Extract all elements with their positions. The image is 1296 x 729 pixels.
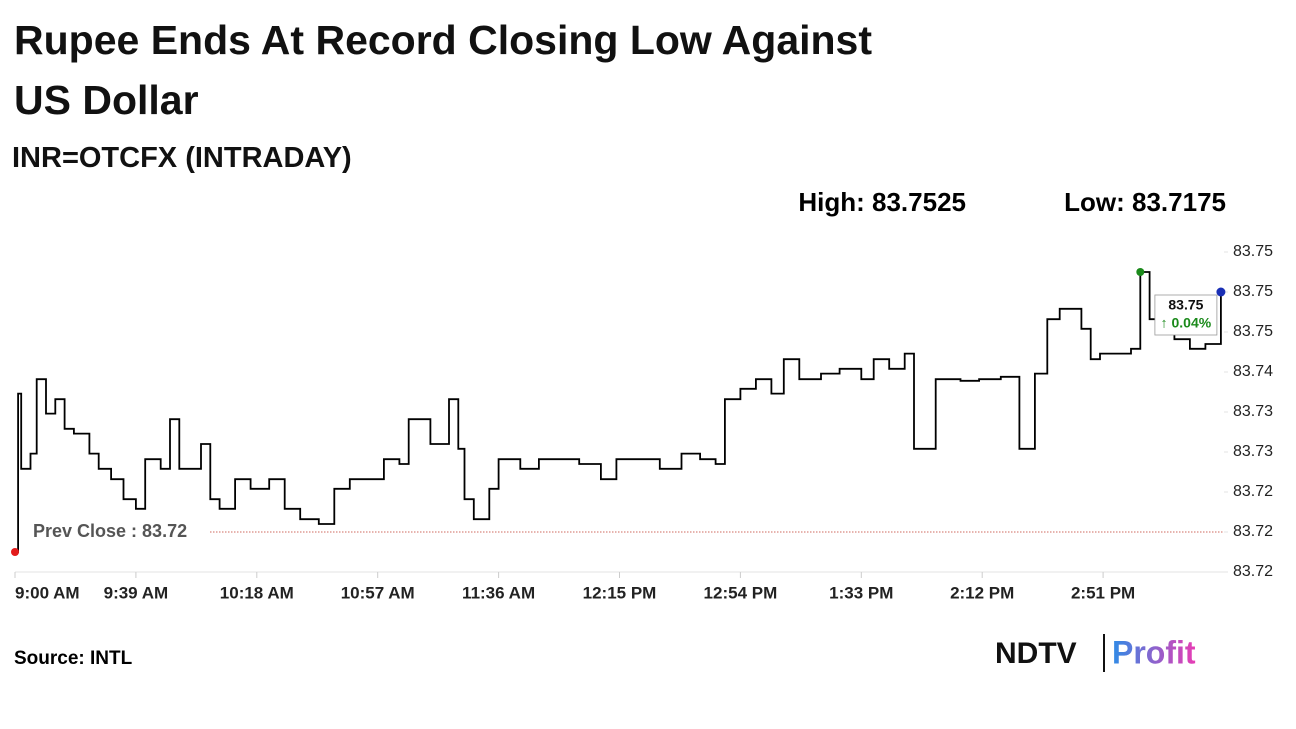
logo-brand: NDTV — [995, 637, 1077, 670]
last-marker — [1216, 287, 1226, 297]
low-label: Low: 83.7175 — [1064, 187, 1226, 217]
x-tick-label: 9:39 AM — [104, 583, 169, 602]
low-marker — [11, 548, 19, 556]
x-tick-label: 10:57 AM — [341, 583, 415, 602]
chart-title: Rupee Ends At Record Closing Low Against… — [14, 17, 873, 123]
x-tick-label: 2:51 PM — [1071, 583, 1135, 602]
y-tick-label: 83.72 — [1233, 523, 1273, 540]
source: Source: INTL — [14, 648, 133, 669]
x-tick-label: 10:18 AM — [220, 583, 294, 602]
y-tick-label: 83.75 — [1233, 323, 1273, 340]
x-tick-label: 12:54 PM — [704, 583, 778, 602]
y-tick-label: 83.74 — [1233, 363, 1273, 380]
x-tick-label: 12:15 PM — [583, 583, 657, 602]
last-value-label: 83.75 — [1168, 297, 1203, 313]
chart-subtitle: INR=OTCFX (INTRADAY) — [12, 142, 352, 174]
y-tick-label: 83.72 — [1233, 563, 1273, 580]
prev-close-label: Prev Close : 83.72 — [33, 521, 187, 541]
logo-divider — [1103, 634, 1105, 672]
high-marker — [1136, 268, 1145, 276]
change-label: ↑ 0.04% — [1161, 315, 1212, 331]
high-label: High: 83.7525 — [798, 187, 966, 217]
x-tick-label: 9:00 AM — [15, 583, 80, 602]
logo-product: Profit — [1112, 634, 1196, 670]
y-tick-label: 83.75 — [1233, 283, 1273, 300]
y-tick-label: 83.72 — [1233, 483, 1273, 500]
x-tick-label: 11:36 AM — [462, 583, 535, 602]
last-callout — [1154, 294, 1218, 336]
x-tick-label: 2:12 PM — [950, 583, 1014, 602]
y-tick-label: 83.75 — [1233, 243, 1273, 260]
y-tick-label: 83.73 — [1233, 443, 1273, 460]
y-tick-label: 83.73 — [1233, 403, 1273, 420]
x-tick-label: 1:33 PM — [829, 583, 893, 602]
price-line — [15, 271, 1222, 553]
